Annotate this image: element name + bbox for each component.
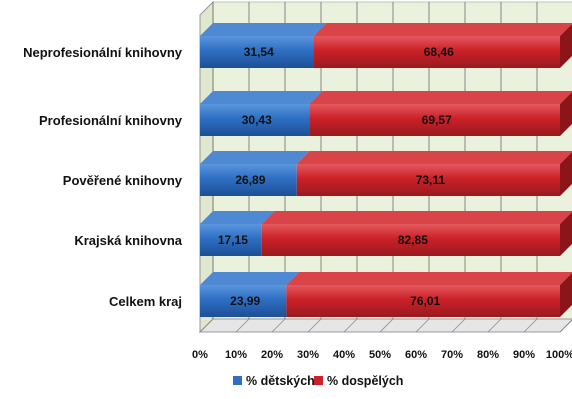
- floor-gridline: [559, 319, 572, 333]
- bar-top-face: [261, 211, 572, 224]
- floor-gridline: [451, 318, 466, 333]
- data-label: 68,46: [424, 45, 454, 59]
- bar-top-face: [286, 272, 572, 285]
- x-tick-label: 0%: [192, 349, 208, 361]
- bar-segment-adults: [313, 36, 560, 68]
- legend-swatch-children: [233, 376, 242, 385]
- floor-gridline: [415, 318, 430, 333]
- data-label: 30,43: [242, 113, 272, 127]
- x-tick-label: 50%: [369, 349, 391, 361]
- legend: % dětských % dospělých: [233, 374, 403, 388]
- data-label: 73,11: [416, 173, 446, 187]
- bar-top-face: [313, 23, 572, 36]
- floor-gridline: [379, 318, 394, 333]
- data-label: 82,85: [398, 233, 428, 247]
- category-label: Pověřené knihovny: [63, 173, 183, 188]
- data-label: 17,15: [218, 233, 248, 247]
- data-label: 23,99: [230, 294, 260, 308]
- category-label: Profesionální knihovny: [39, 113, 183, 128]
- x-tick-label: 100%: [546, 349, 572, 361]
- bar-top-face: [200, 211, 275, 224]
- floor-gridline: [271, 318, 286, 333]
- category-label: Celkem kraj: [109, 294, 182, 309]
- x-tick-label: 20%: [261, 349, 283, 361]
- data-label: 31,54: [244, 45, 274, 59]
- legend-label: % dětských: [246, 374, 315, 388]
- bar-segment-adults: [296, 164, 560, 196]
- bar-top-face: [200, 272, 300, 285]
- bar-segment-adults: [286, 285, 560, 317]
- bar-top-face: [309, 91, 572, 104]
- data-label: 69,57: [422, 113, 452, 127]
- floor-gridline: [487, 318, 502, 333]
- bar-segment-adults: [309, 104, 560, 136]
- x-tick-label: 70%: [441, 349, 463, 361]
- bar-segment-children: [200, 224, 262, 256]
- floor-gridline: [307, 318, 322, 333]
- bars: [200, 23, 572, 317]
- x-tick-label: 30%: [297, 349, 319, 361]
- bar-side-face: [560, 273, 572, 317]
- x-tick-label: 90%: [513, 349, 535, 361]
- bar-segment-children: [200, 36, 314, 68]
- bar-segment-children: [200, 164, 297, 196]
- bar-side-face: [560, 152, 572, 196]
- floor-gridline: [523, 318, 538, 333]
- bar-segment-children: [200, 104, 310, 136]
- bar-side-face: [560, 24, 572, 68]
- x-tick-label: 10%: [225, 349, 247, 361]
- data-label: 26,89: [235, 173, 265, 187]
- bar-segment-adults: [261, 224, 560, 256]
- bar-top-face: [200, 151, 310, 164]
- x-tick-label: 80%: [477, 349, 499, 361]
- category-label: Krajská knihovna: [74, 233, 182, 248]
- bar-top-face: [200, 23, 327, 36]
- floor-gridline: [199, 318, 214, 333]
- legend-swatch-adults: [314, 376, 323, 385]
- x-tick-label: 60%: [405, 349, 427, 361]
- bar-top-face: [200, 91, 323, 104]
- category-label: Neprofesionální knihovny: [23, 45, 183, 60]
- legend-label: % dospělých: [327, 374, 403, 388]
- bar-top-face: [296, 151, 572, 164]
- labels: 0% 10% 20% 30% 40% 50% 60% 70% 80% 90% 100% 31,54 68…: [23, 45, 572, 361]
- data-label: 76,01: [410, 294, 440, 308]
- bar-side-face: [560, 212, 572, 256]
- bar-side-face: [560, 92, 572, 136]
- floor-gridline: [343, 318, 358, 333]
- floor-gridline: [235, 318, 250, 333]
- x-tick-label: 40%: [333, 349, 355, 361]
- bar-segment-children: [200, 285, 287, 317]
